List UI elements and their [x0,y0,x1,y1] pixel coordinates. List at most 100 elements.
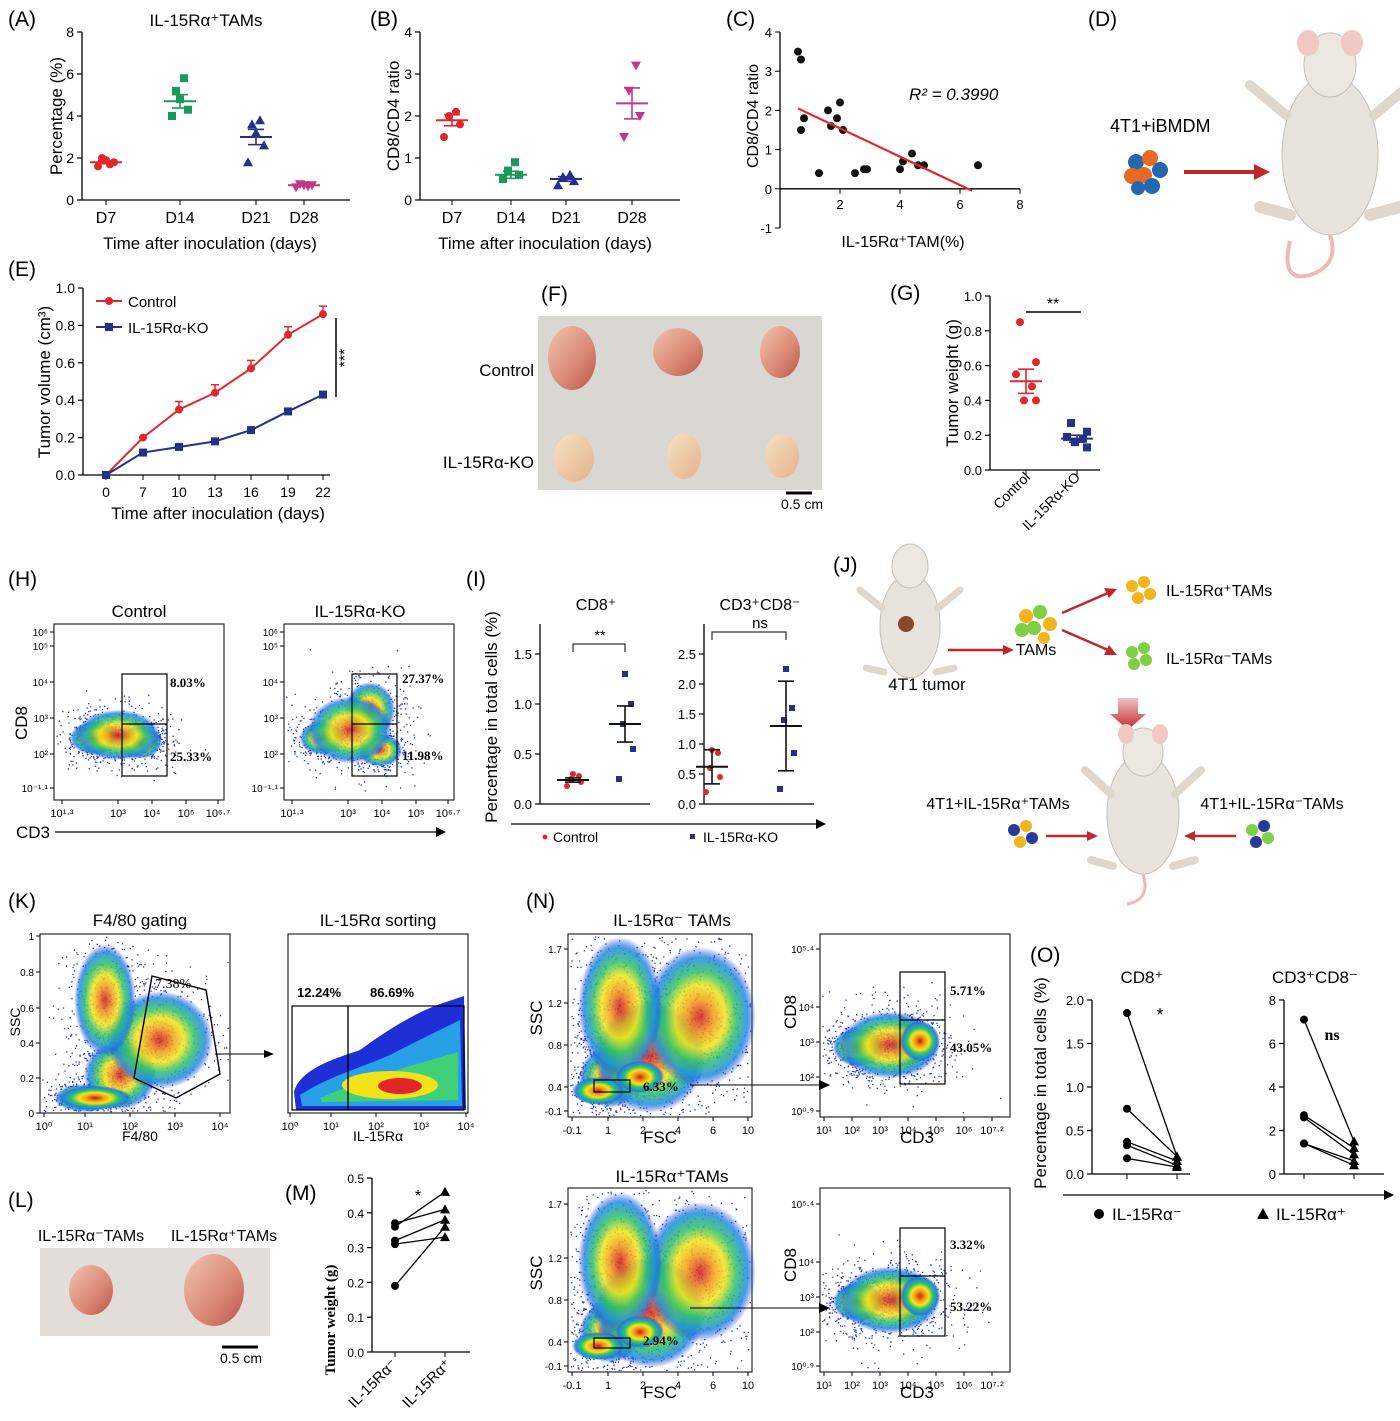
event-dot [143,989,146,991]
event-dot [400,713,402,716]
event-dot [385,773,387,775]
density-core [76,709,160,761]
event-dot [572,1018,575,1020]
event-dot [162,1106,164,1109]
event-dot [163,1092,165,1095]
event-dot [298,724,300,726]
event-dot [103,1110,105,1112]
event-dot [42,1079,44,1081]
event-dot [139,993,141,996]
event-dot [358,674,360,677]
event-dot [123,762,125,764]
event-dot [217,1042,220,1044]
event-dot [571,1015,573,1018]
event-dot [49,1095,52,1097]
y-tick-label: 1.2 [548,999,562,1010]
event-dot [54,1106,56,1109]
event-dot [141,762,143,765]
event-dot [340,681,342,683]
event-dot [405,697,407,699]
x-tick-label: D7 [442,210,463,227]
event-dot [400,739,402,741]
panel-i-sig-cd8: ** [595,627,606,643]
mouse-illustration-icon [1245,30,1400,279]
panel-letter: (I) [466,568,486,591]
event-dot [570,1060,572,1062]
event-dot [132,758,134,761]
event-dot [178,742,180,744]
event-dot [571,1073,573,1076]
event-dot [227,1027,229,1029]
event-dot [153,988,155,990]
event-dot [86,690,88,692]
event-dot [161,733,163,735]
event-dot [738,954,740,956]
event-dot [315,769,317,771]
event-dot [384,768,386,771]
event-dot [53,1017,55,1019]
event-dot [162,729,164,731]
event-dot [357,762,359,764]
event-dot [414,737,416,739]
x-tick-label: 10² [368,1121,384,1133]
event-dot [96,761,98,763]
data-point [168,112,176,120]
event-dot [295,737,297,739]
data-point [797,126,805,134]
event-dot [579,1042,581,1044]
event-dot [125,957,127,959]
event-dot [60,1086,62,1088]
event-dot [319,772,321,775]
event-dot [95,709,97,711]
event-dot [295,716,298,718]
data-point [175,442,183,451]
panel-i-ylabel: Percentage in total cells (%) [482,611,501,823]
data-point [717,774,723,780]
data-point [635,112,645,121]
event-dot [363,771,365,774]
event-dot [172,718,174,720]
event-dot [387,769,390,771]
event-dot [58,962,60,965]
data-point [184,105,192,114]
event-dot [77,953,79,956]
event-dot [128,703,130,705]
gate-h2-top: 27.37% [402,671,444,686]
event-dot [590,944,592,947]
event-dot [164,740,167,742]
data-point [896,165,904,174]
event-dot [401,737,403,739]
event-dot [94,759,96,761]
y-tick-label: 1.5 [514,647,532,662]
y-tick-label: 10⁶ [263,628,278,639]
event-dot [710,941,712,943]
event-dot [317,758,319,760]
y-tick-label: 0.5 [347,1172,364,1186]
event-dot [374,771,376,773]
event-dot [137,977,139,979]
event-dot [154,1092,156,1095]
event-dot [594,938,596,940]
x-tick-label: 10¹ [77,1121,93,1133]
sig-bracket [711,631,787,640]
event-dot [404,697,406,699]
event-dot [71,746,73,748]
event-dot [65,1086,67,1088]
event-dot [43,1109,46,1112]
event-dot [573,1076,575,1078]
x-tick-label: 6 [710,1125,716,1137]
event-dot [165,970,167,973]
event-dot [75,1045,78,1047]
event-dot [204,1085,206,1087]
event-dot [357,682,359,684]
x-tick-label: 10⁴ [144,808,161,820]
event-dot [290,729,293,731]
event-dot [582,1047,584,1049]
data-point [211,388,219,397]
event-dot [144,983,146,985]
event-dot [69,733,71,735]
event-dot [63,1027,66,1030]
event-dot [204,983,207,985]
event-dot [376,671,378,673]
